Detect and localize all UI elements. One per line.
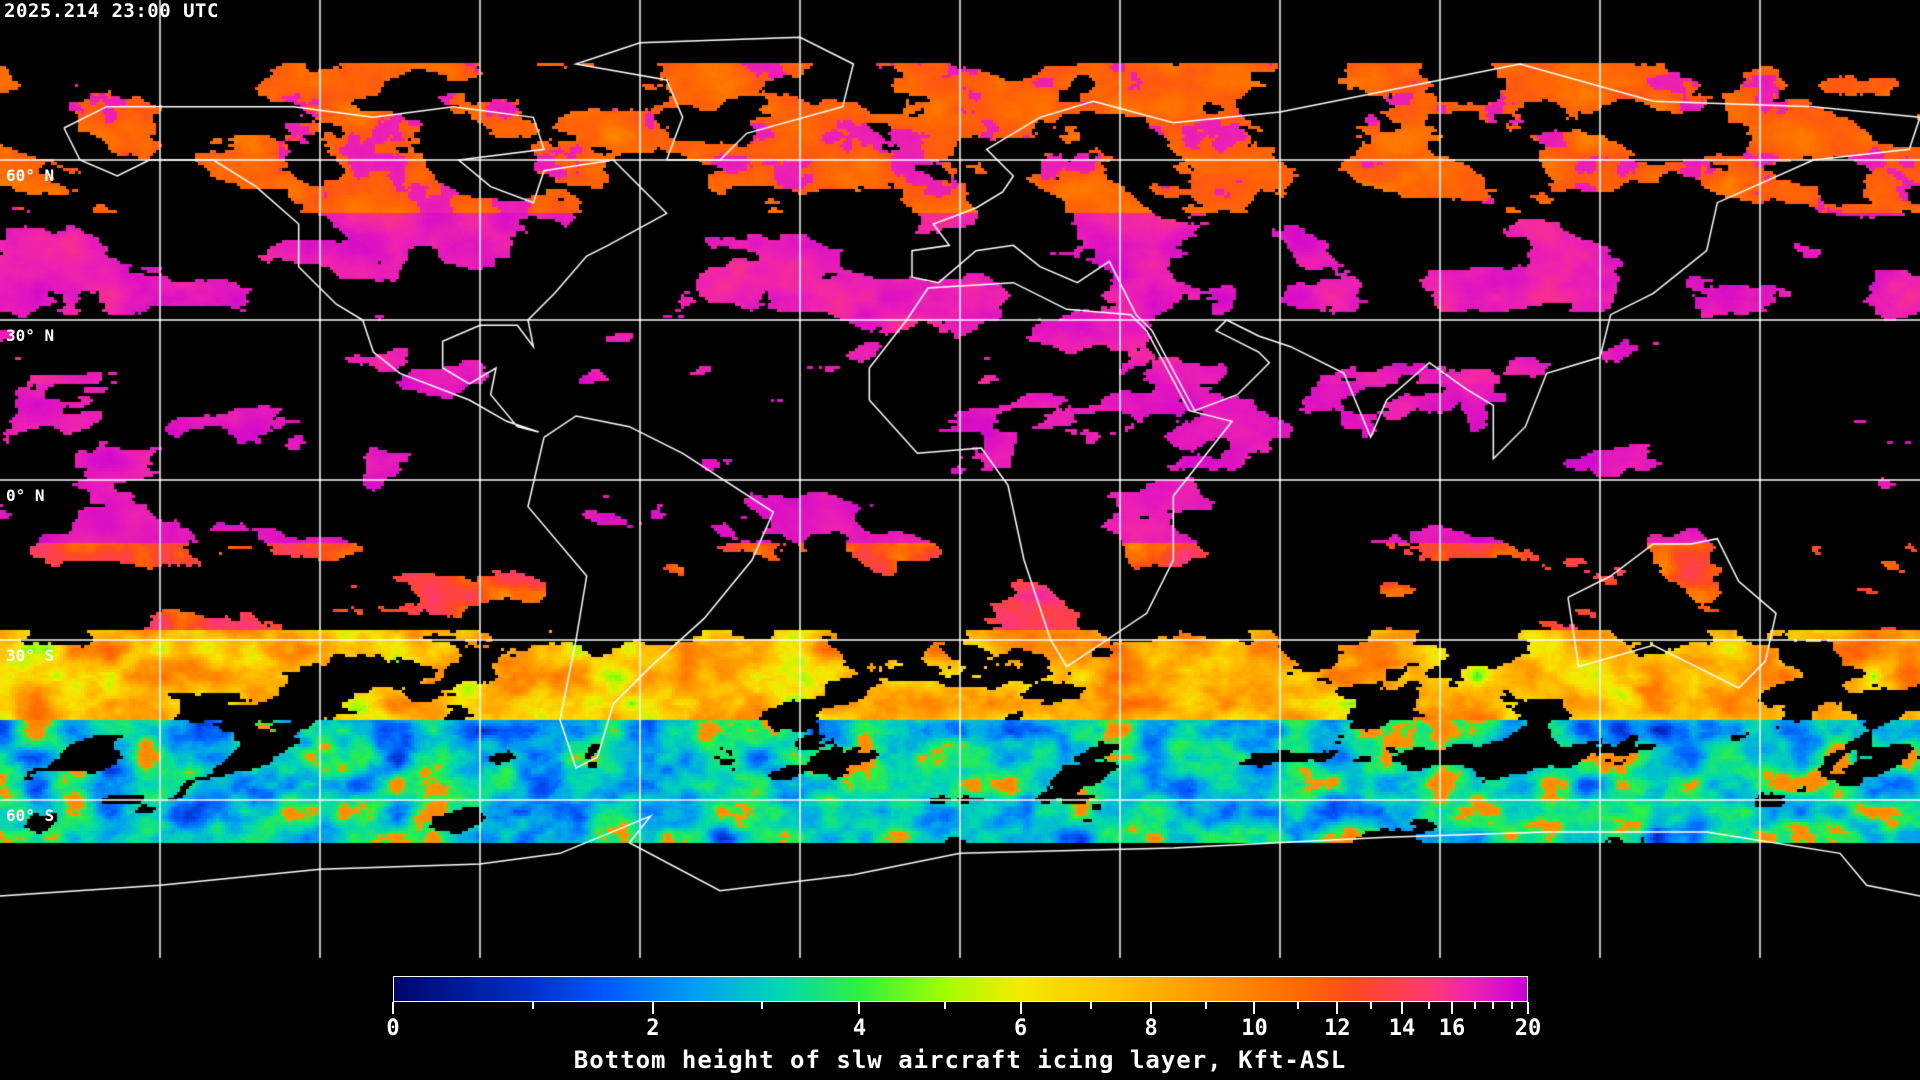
major-tick [1401,1002,1403,1014]
tick-label: 0 [386,1016,400,1041]
major-tick [651,1002,654,1014]
tick-label: 2 [646,1016,660,1041]
lat-label: 60° S [6,806,55,825]
minor-tick [1511,1002,1514,1009]
tick-label: 8 [1144,1016,1158,1041]
lat-label: 30° N [6,326,55,345]
tick-label: 4 [852,1016,867,1041]
minor-tick [1296,1002,1299,1009]
minor-tick [1491,1002,1494,1009]
tick-label: 6 [1014,1016,1028,1041]
colorbar-title: Bottom height of slw aircraft icing laye… [573,1046,1347,1074]
lat-label: 60° N [6,166,55,185]
minor-tick [1428,1002,1431,1009]
major-tick [858,1002,861,1014]
timestamp: 2025.214 23:00 UTC [4,0,219,22]
tick-label: 10 [1241,1016,1268,1041]
major-tick [1450,1002,1453,1014]
icing-height-map [0,0,1920,960]
tick-label: 16 [1438,1016,1466,1041]
tick-label: 20 [1514,1016,1542,1041]
colorbar [393,976,1528,1002]
tick-label: 12 [1324,1016,1351,1041]
minor-tick [1370,1002,1373,1009]
major-tick [1150,1002,1153,1014]
major-tick [1527,1002,1529,1014]
major-tick [1253,1002,1256,1014]
major-tick [1019,1002,1022,1014]
major-tick [392,1002,394,1014]
minor-tick [1204,1002,1207,1009]
colorbar-ticks: 0 2 4 6 8 10 12 14 16 20 [386,1002,1541,1042]
lat-label: 0° N [6,486,45,505]
minor-tick [943,1002,946,1009]
minor-tick [1090,1002,1093,1009]
minor-tick [531,1002,534,1009]
minor-tick [1473,1002,1476,1009]
minor-tick [760,1002,763,1009]
major-tick [1336,1002,1339,1014]
lat-label: 30° S [6,646,55,665]
tick-label: 14 [1388,1016,1416,1041]
